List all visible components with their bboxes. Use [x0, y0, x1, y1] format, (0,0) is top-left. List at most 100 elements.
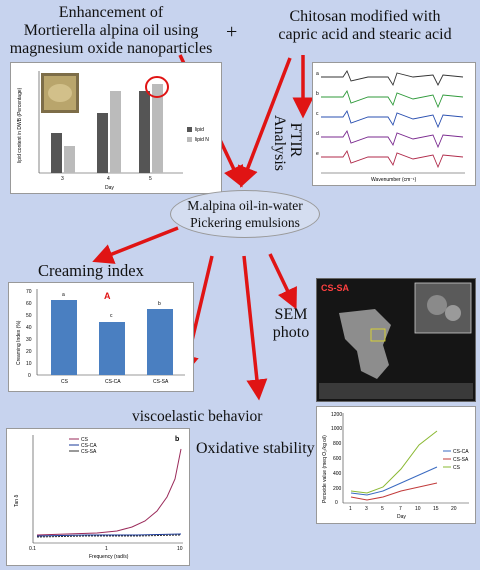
ftir-spectrum-d	[321, 129, 464, 149]
flask-photo	[41, 73, 79, 113]
creaming-y-tick: 40	[26, 325, 32, 331]
visco-x-tick: 0.1	[29, 546, 36, 552]
creaming-x-tick: CS	[61, 379, 69, 385]
oxidative-stability-label: Oxidative stability	[196, 440, 315, 457]
oxid-x-tick: 1	[349, 506, 352, 512]
visco-x-axis-label: Frequency (rad/s)	[89, 554, 129, 560]
visco-legend-entry: CS-SA	[81, 449, 97, 455]
bar-lipidN-day4	[110, 91, 121, 173]
visco-panel-letter: b	[175, 436, 179, 443]
creaming-x-tick: CS-SA	[153, 379, 169, 385]
ftir-row-label: a	[316, 71, 319, 77]
bar-cs-ca	[99, 322, 125, 375]
bar-lipidN-day3	[64, 146, 75, 173]
bar-cs	[51, 300, 77, 375]
oxid-legend-entry: CS-CA	[453, 449, 469, 455]
creaming-chart-panel: Creaming Index (%) 0 10 20 30 40 50 60 7…	[8, 282, 194, 392]
ftir-row-label: b	[316, 91, 319, 97]
visco-legend-entry: CS	[81, 437, 89, 443]
oxid-x-tick: 20	[451, 506, 457, 512]
oil-enhancement-title: Enhancement of Mortierella alpina oil us…	[9, 4, 213, 57]
visco-series-cs-ca	[36, 533, 182, 537]
ftir-spectrum-e	[321, 149, 464, 169]
visco-x-tick: 1	[105, 546, 108, 552]
oxid-series-cs	[350, 430, 438, 494]
sem-image: CS-SA	[316, 278, 476, 402]
oxid-y-tick: 1200	[331, 412, 342, 418]
lipid-legend-entry: lipid	[195, 127, 204, 133]
plus-sign: +	[226, 21, 238, 43]
oxid-y-tick: 1000	[331, 426, 342, 432]
oxid-y-tick: 800	[333, 441, 342, 447]
creaming-y-tick: 10	[26, 361, 32, 367]
sem-particle-cluster	[339, 309, 391, 379]
lipid-legend-entry: lipid N	[195, 137, 209, 143]
lipid-x-tick: 4	[107, 176, 110, 182]
emulsion-node: M.alpina oil-in-water Pickering emulsion…	[170, 190, 320, 238]
visco-series-cs-sa	[36, 534, 182, 538]
bar-lipid-day3	[51, 133, 62, 173]
creaming-y-tick: 20	[26, 349, 32, 355]
arrow-chitosan-to-emulsion	[237, 57, 292, 188]
ftir-spectrum-b	[321, 89, 464, 109]
visco-x-tick: 10	[177, 546, 183, 552]
highlight-circle	[145, 76, 169, 98]
oxid-y-axis-label: Peroxide value (meq O₂/kg oil)	[322, 435, 328, 503]
creaming-y-tick: 0	[28, 373, 31, 379]
oxid-x-tick: 10	[415, 506, 421, 512]
creaming-panel-letter: A	[104, 291, 111, 301]
creaming-x-tick: CS-CA	[105, 379, 121, 385]
creaming-y-tick: 70	[26, 289, 32, 295]
sem-photo-label: SEM photo	[272, 306, 310, 341]
visco-y-axis-label: Tan δ	[14, 495, 20, 507]
oxidative-chart-panel: Peroxide value (meq O₂/kg oil) 0 200 400…	[316, 406, 476, 524]
lipid-x-tick: 3	[61, 176, 64, 182]
creaming-y-axis-label: Creaming Index (%)	[16, 320, 22, 365]
oxid-y-tick: 200	[333, 486, 342, 492]
creaming-y-tick: 60	[26, 301, 32, 307]
creaming-y-tick: 30	[26, 337, 32, 343]
visco-series-cs	[36, 448, 182, 536]
arrow-emulsion-to-creaming	[92, 226, 179, 264]
sig-letter: c	[110, 313, 113, 319]
arrow-emulsion-to-sem	[268, 253, 297, 310]
oxid-x-tick: 15	[433, 506, 439, 512]
oxid-y-tick: 600	[333, 456, 342, 462]
oxid-legend-entry: CS	[453, 465, 461, 471]
sig-letter: a	[62, 292, 65, 298]
visco-legend-entry: CS-CA	[81, 443, 97, 449]
creaming-y-tick: 50	[26, 313, 32, 319]
ftir-x-axis-label: Wavenumber (cm⁻¹)	[371, 177, 417, 183]
oxid-y-tick: 0	[335, 500, 338, 506]
oxid-x-axis-label: Day	[397, 514, 406, 520]
oxid-series-cs-sa	[350, 482, 438, 501]
bar-lipidN-day5	[152, 84, 163, 173]
oxid-series-cs-ca	[350, 466, 438, 496]
ftir-row-label: d	[316, 131, 319, 137]
visco-chart-panel: Tan δ b CS CS-CA CS-SA 0.1 1 10 Frequenc…	[6, 428, 190, 566]
ftir-chart-panel: a b c d e Wavenumber (cm⁻¹)	[312, 62, 476, 186]
oxid-y-tick: 400	[333, 471, 342, 477]
viscoelastic-label: viscoelastic behavior	[132, 408, 263, 425]
ftir-row-label: e	[316, 151, 319, 157]
ftir-analysis-label: FTIR Analysis	[271, 115, 304, 171]
ftir-row-label: c	[316, 111, 319, 117]
bar-lipid-day4	[97, 113, 108, 173]
ftir-spectrum-c	[321, 109, 464, 129]
lipid-y-axis-label: lipid content in DWB (Percentage)	[17, 87, 23, 163]
ftir-spectrum-a	[321, 70, 464, 87]
lipid-x-axis-label: Day	[105, 185, 114, 191]
sig-letter: b	[158, 301, 161, 307]
arrow-emulsion-to-oxidative	[242, 255, 268, 401]
oxid-x-tick: 3	[365, 506, 368, 512]
bar-lipid-day5	[139, 91, 150, 173]
bar-cs-sa	[147, 309, 173, 375]
oxid-legend-entry: CS-SA	[453, 457, 469, 463]
lipid-chart-panel: lipid content in DWB (Percentage) 3 4 5 …	[10, 62, 222, 194]
chitosan-title: Chitosan modified with capric acid and s…	[278, 8, 452, 43]
oxid-x-tick: 5	[381, 506, 384, 512]
oxid-x-tick: 7	[399, 506, 402, 512]
sem-panel-tag: CS-SA	[321, 283, 350, 293]
creaming-index-label: Creaming index	[38, 261, 144, 280]
